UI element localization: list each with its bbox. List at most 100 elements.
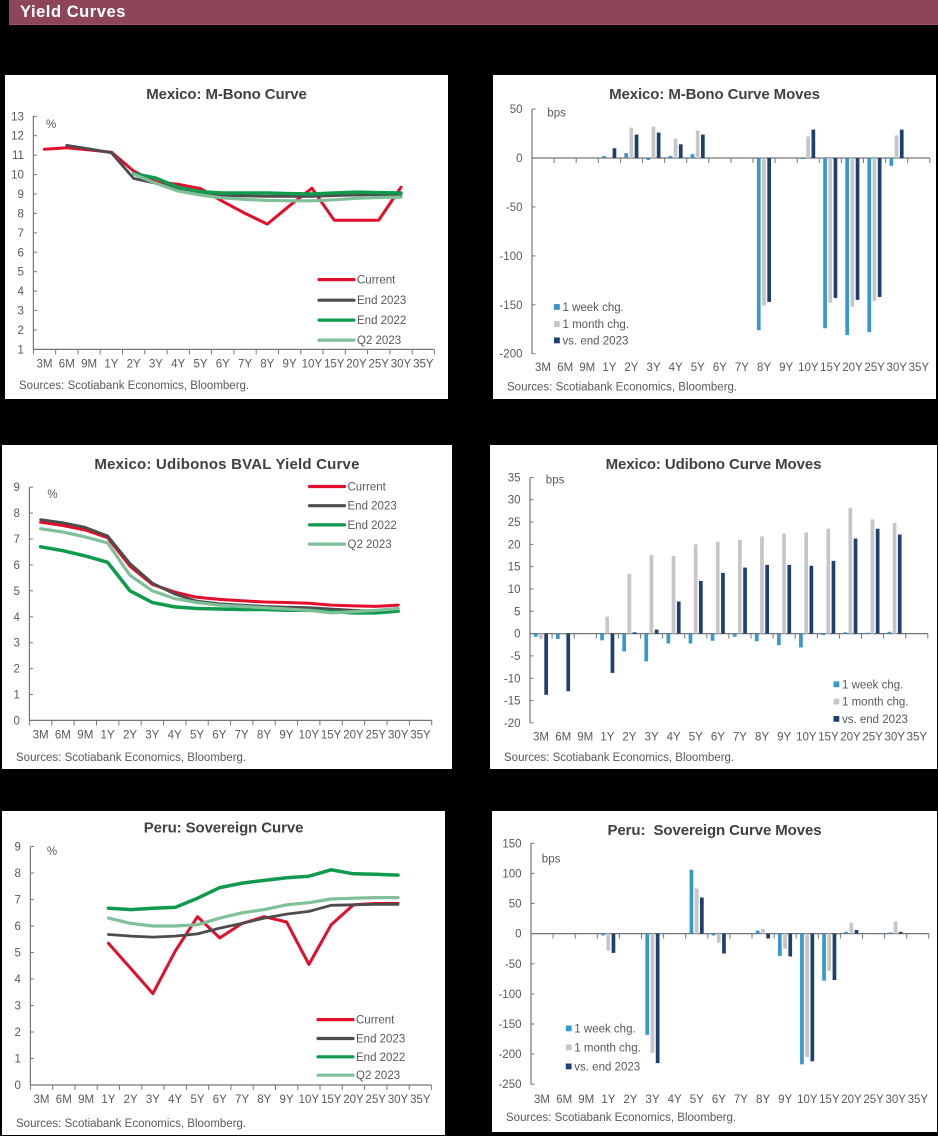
svg-text:%: % [46, 119, 56, 131]
svg-text:Current: Current [348, 482, 387, 494]
svg-text:6M: 6M [59, 358, 75, 370]
svg-text:vs. end 2023: vs. end 2023 [574, 1062, 640, 1074]
svg-text:Mexico: Udibono Curve Moves: Mexico: Udibono Curve Moves [606, 456, 822, 473]
svg-text:0: 0 [514, 629, 520, 641]
svg-text:Current: Current [356, 1015, 395, 1027]
svg-text:20Y: 20Y [841, 1094, 862, 1106]
svg-text:10Y: 10Y [302, 358, 323, 370]
svg-text:6Y: 6Y [216, 358, 230, 370]
svg-text:-15: -15 [504, 696, 521, 708]
svg-text:7Y: 7Y [734, 1094, 748, 1106]
svg-text:2Y: 2Y [123, 729, 137, 741]
svg-text:7: 7 [14, 895, 20, 907]
svg-text:15Y: 15Y [819, 1094, 840, 1106]
svg-text:4: 4 [13, 612, 20, 624]
svg-text:30Y: 30Y [884, 732, 905, 744]
svg-text:35Y: 35Y [908, 1094, 929, 1106]
svg-text:vs. end 2023: vs. end 2023 [563, 336, 629, 348]
svg-text:8: 8 [14, 868, 20, 880]
svg-text:35Y: 35Y [907, 732, 928, 744]
svg-text:25Y: 25Y [862, 732, 883, 744]
svg-text:vs. end 2023: vs. end 2023 [842, 714, 908, 726]
svg-text:Q2 2023: Q2 2023 [348, 539, 392, 551]
svg-text:9M: 9M [578, 1094, 594, 1106]
svg-text:4Y: 4Y [168, 729, 182, 741]
svg-text:4: 4 [17, 286, 24, 298]
svg-text:15Y: 15Y [321, 1094, 342, 1106]
svg-text:2Y: 2Y [127, 358, 141, 370]
svg-text:5: 5 [14, 948, 20, 960]
svg-text:-150: -150 [498, 1019, 521, 1031]
svg-text:30: 30 [508, 495, 521, 507]
svg-text:Sources: Scotiabank Economics,: Sources: Scotiabank Economics, Bloomberg… [16, 1118, 246, 1130]
svg-text:6M: 6M [555, 732, 571, 744]
svg-text:Sources: Scotiabank Economics,: Sources: Scotiabank Economics, Bloomberg… [504, 752, 734, 764]
svg-text:12: 12 [11, 131, 24, 143]
svg-text:50: 50 [509, 899, 522, 911]
svg-text:6Y: 6Y [713, 362, 727, 374]
svg-text:Sources: Scotiabank Economics,: Sources: Scotiabank Economics, Bloomberg… [16, 752, 246, 764]
svg-text:10Y: 10Y [299, 729, 320, 741]
svg-text:15Y: 15Y [818, 732, 839, 744]
svg-text:-200: -200 [498, 1049, 521, 1061]
svg-text:4Y: 4Y [171, 358, 185, 370]
svg-text:3M: 3M [534, 1094, 550, 1106]
svg-text:9M: 9M [579, 362, 595, 374]
svg-text:1 week chg.: 1 week chg. [574, 1024, 635, 1036]
svg-text:3Y: 3Y [146, 1094, 160, 1106]
svg-text:9Y: 9Y [778, 1094, 792, 1106]
svg-text:-150: -150 [499, 300, 522, 312]
svg-text:6Y: 6Y [212, 729, 226, 741]
svg-text:20Y: 20Y [842, 362, 863, 374]
svg-text:1 week chg.: 1 week chg. [563, 302, 624, 314]
svg-text:bps: bps [547, 108, 566, 120]
svg-text:2: 2 [13, 664, 19, 676]
svg-text:5Y: 5Y [691, 362, 705, 374]
svg-text:4Y: 4Y [667, 732, 681, 744]
svg-text:%: % [47, 489, 57, 501]
svg-text:2Y: 2Y [624, 362, 638, 374]
svg-text:15Y: 15Y [820, 362, 841, 374]
svg-text:8: 8 [17, 208, 23, 220]
svg-text:3M: 3M [33, 729, 49, 741]
svg-text:Sources: Scotiabank Economics,: Sources: Scotiabank Economics, Bloomberg… [507, 382, 737, 394]
svg-text:6Y: 6Y [711, 732, 725, 744]
svg-text:9M: 9M [78, 1094, 94, 1106]
svg-text:30Y: 30Y [388, 1094, 409, 1106]
svg-text:6Y: 6Y [712, 1094, 726, 1106]
svg-text:8Y: 8Y [755, 732, 769, 744]
svg-text:8Y: 8Y [260, 358, 274, 370]
svg-text:3Y: 3Y [646, 1094, 660, 1106]
svg-text:bps: bps [546, 474, 565, 486]
svg-text:0: 0 [14, 1080, 20, 1092]
svg-text:5Y: 5Y [190, 1094, 204, 1106]
svg-text:1 week chg.: 1 week chg. [842, 679, 903, 691]
svg-text:1Y: 1Y [101, 729, 115, 741]
svg-text:4Y: 4Y [668, 1094, 682, 1106]
svg-text:-5: -5 [510, 651, 520, 663]
svg-text:4Y: 4Y [168, 1094, 182, 1106]
svg-text:13: 13 [11, 111, 24, 123]
svg-text:End 2022: End 2022 [357, 315, 406, 327]
svg-text:3Y: 3Y [145, 729, 159, 741]
svg-text:Sources: Scotiabank Economics,: Sources: Scotiabank Economics, Bloomberg… [506, 1112, 736, 1124]
svg-text:20Y: 20Y [840, 732, 861, 744]
svg-text:8Y: 8Y [257, 729, 271, 741]
svg-text:9: 9 [14, 842, 20, 854]
svg-text:35: 35 [508, 472, 521, 484]
svg-text:1 month chg.: 1 month chg. [574, 1043, 640, 1055]
svg-text:1 month chg.: 1 month chg. [842, 697, 908, 709]
svg-text:1Y: 1Y [600, 732, 614, 744]
svg-text:7: 7 [17, 228, 23, 240]
svg-text:End 2023: End 2023 [356, 1034, 405, 1046]
svg-text:-250: -250 [498, 1079, 521, 1091]
svg-text:1Y: 1Y [104, 358, 118, 370]
svg-text:3: 3 [17, 306, 23, 318]
svg-text:9Y: 9Y [777, 732, 791, 744]
svg-text:1Y: 1Y [602, 362, 616, 374]
svg-text:-100: -100 [499, 251, 522, 263]
svg-text:%: % [47, 846, 57, 858]
svg-text:3: 3 [14, 1001, 20, 1013]
svg-text:5: 5 [514, 606, 520, 618]
svg-text:Mexico: M-Bono Curve: Mexico: M-Bono Curve [146, 86, 307, 103]
